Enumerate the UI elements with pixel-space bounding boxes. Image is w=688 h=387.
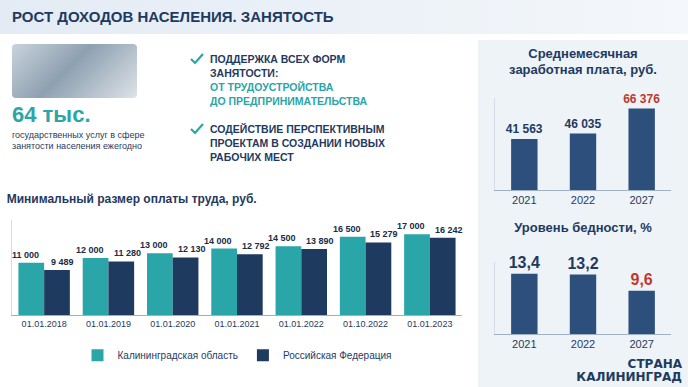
svg-text:13,4: 13,4	[509, 254, 540, 271]
html-text:государственных услуг в сфере: государственных услуг в сфере занятости …	[12, 130, 145, 151]
svg-text:9 489: 9 489	[51, 257, 74, 267]
svg-text:2027: 2027	[629, 338, 653, 350]
svg-text:01.01.2018: 01.01.2018	[22, 319, 67, 329]
svg-text:2022: 2022	[571, 338, 595, 350]
svg-text:01.10.2022: 01.10.2022	[343, 319, 388, 329]
svg-text:9,6: 9,6	[630, 271, 652, 288]
svg-text:12 000: 12 000	[76, 245, 104, 255]
svg-text:13 890: 13 890	[306, 236, 334, 246]
svg-text:15 279: 15 279	[370, 229, 398, 239]
svg-text:01.01.2019: 01.01.2019	[86, 319, 131, 329]
svg-text:2021: 2021	[512, 194, 536, 206]
html-text:СОДЕЙСТВИЕ ПЕРСПЕКТИВНЫМ: СОДЕЙСТВИЕ ПЕРСПЕКТИВНЫМ	[210, 123, 385, 135]
html-text:СТРАНА: СТРАНА	[627, 357, 682, 371]
svg-text:14 000: 14 000	[204, 236, 232, 246]
svg-text:46 035: 46 035	[564, 117, 601, 131]
svg-text:13,2: 13,2	[567, 255, 598, 272]
svg-text:11 000: 11 000	[12, 250, 39, 260]
svg-text:16 500: 16 500	[333, 224, 361, 234]
html-text:ДО ПРЕДПРИНИМАТЕЛЬСТВА: ДО ПРЕДПРИНИМАТЕЛЬСТВА	[210, 95, 368, 107]
html-text:64 тыс.: 64 тыс.	[12, 102, 91, 127]
html-text:ПОДДЕРЖКА ВСЕХ ФОРМ: ПОДДЕРЖКА ВСЕХ ФОРМ	[210, 53, 346, 65]
svg-text:41 563: 41 563	[506, 122, 543, 136]
svg-text:Калининградская область: Калининградская область	[118, 350, 238, 361]
html-text:РАБОЧИХ МЕСТ: РАБОЧИХ МЕСТ	[210, 151, 294, 163]
html-text:ЗАНЯТОСТИ:: ЗАНЯТОСТИ:	[210, 67, 279, 79]
svg-text:13 000: 13 000	[140, 240, 168, 250]
svg-text:01.01.2020: 01.01.2020	[150, 319, 195, 329]
svg-text:01.01.2022: 01.01.2022	[279, 319, 324, 329]
svg-text:12 130: 12 130	[178, 244, 206, 254]
svg-text:14 500: 14 500	[268, 233, 296, 243]
html-text:ОТ ТРУДОУСТРОЙСТВА: ОТ ТРУДОУСТРОЙСТВА	[210, 81, 334, 93]
html-text:ПРОЕКТАМ В СОЗДАНИИ НОВЫХ: ПРОЕКТАМ В СОЗДАНИИ НОВЫХ	[210, 137, 386, 149]
svg-text:11 280: 11 280	[114, 248, 141, 258]
svg-text:12 792: 12 792	[242, 241, 270, 251]
svg-text:2021: 2021	[512, 338, 536, 350]
html-text:Среднемесячная заработная плат: Среднемесячная заработная плата, руб.	[509, 46, 657, 77]
html-text:КАЛИНИНГРАД: КАЛИНИНГРАД	[576, 370, 682, 384]
html-text:Уровень бедности, %: Уровень бедности, %	[514, 220, 652, 235]
svg-text:2027: 2027	[629, 194, 653, 206]
svg-text:17 000: 17 000	[397, 221, 425, 231]
svg-text:16 242: 16 242	[435, 225, 463, 235]
svg-text:Минимальный размер оплаты труд: Минимальный размер оплаты труда, руб.	[7, 192, 257, 206]
svg-text:01.01.2021: 01.01.2021	[214, 319, 259, 329]
svg-text:2022: 2022	[571, 194, 595, 206]
html-text:РОСТ ДОХОДОВ НАСЕЛЕНИЯ. ЗАНЯТО: РОСТ ДОХОДОВ НАСЕЛЕНИЯ. ЗАНЯТОСТЬ	[12, 8, 334, 25]
svg-text:Российская Федерация: Российская Федерация	[283, 350, 392, 361]
svg-text:01.01.2023: 01.01.2023	[407, 319, 452, 329]
svg-text:66 376: 66 376	[623, 92, 660, 106]
